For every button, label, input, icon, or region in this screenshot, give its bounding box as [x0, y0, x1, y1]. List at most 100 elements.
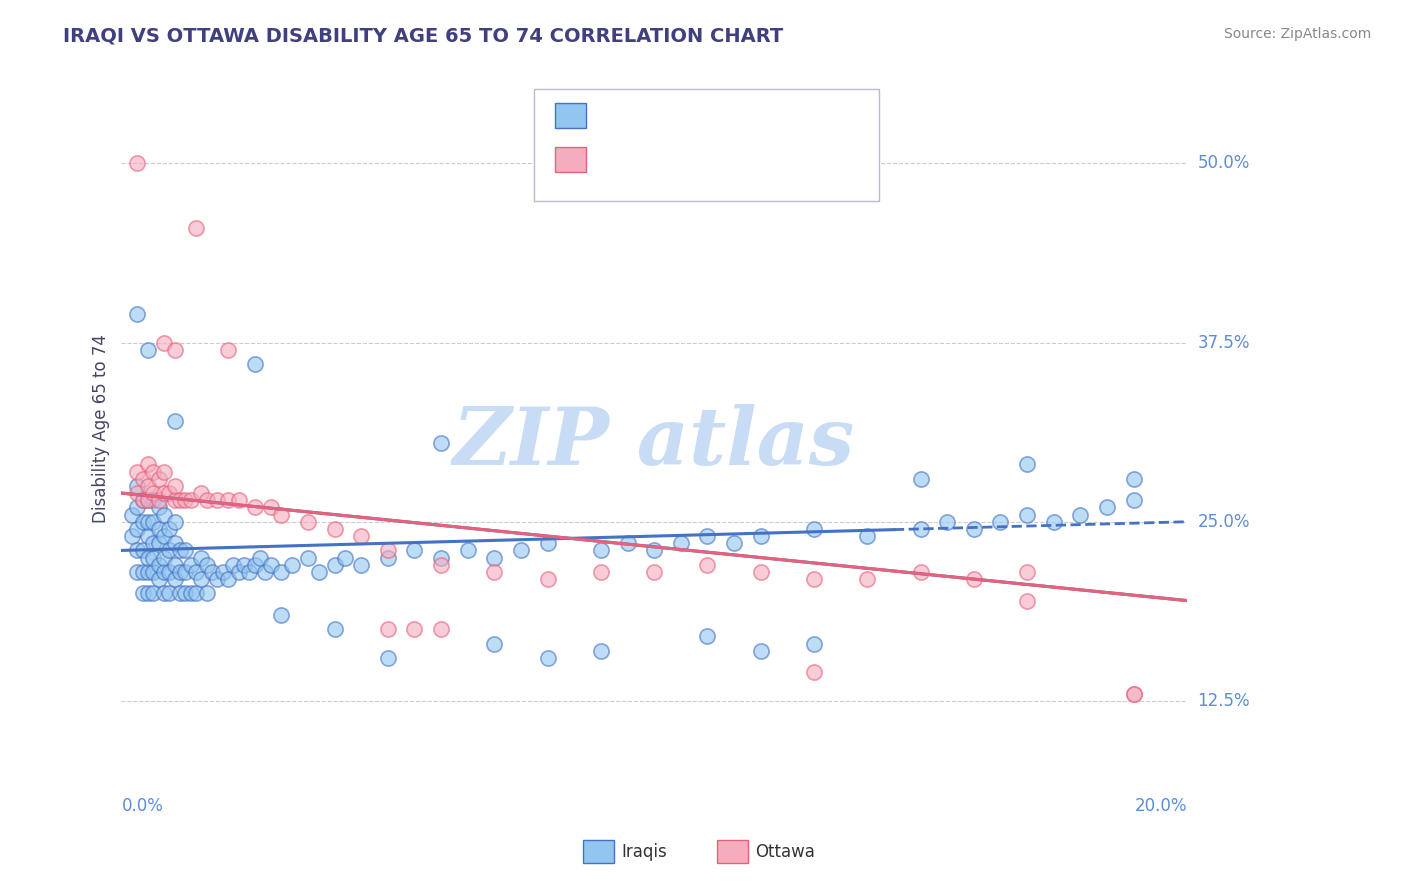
Point	[207, 493, 229, 508]
Point	[228, 493, 250, 508]
Text: 25.0%: 25.0%	[1198, 513, 1250, 531]
Point	[803, 665, 825, 680]
Point	[430, 436, 453, 450]
Point	[377, 543, 399, 558]
Point	[136, 550, 159, 565]
Point	[297, 515, 319, 529]
Point	[589, 644, 612, 658]
Point	[169, 565, 191, 579]
Point	[803, 522, 825, 536]
Point	[323, 522, 346, 536]
Point	[222, 558, 245, 572]
Point	[377, 550, 399, 565]
Point	[803, 572, 825, 586]
Point	[153, 508, 176, 522]
Point	[132, 543, 155, 558]
Point	[510, 543, 533, 558]
Text: 50.0%: 50.0%	[1198, 154, 1250, 172]
Point	[127, 465, 149, 479]
Point	[350, 529, 373, 543]
Point	[696, 629, 718, 643]
Point	[190, 572, 212, 586]
Point	[142, 465, 165, 479]
Point	[270, 565, 292, 579]
Text: R = -0.247   N =  45: R = -0.247 N = 45	[598, 151, 766, 169]
Point	[536, 651, 558, 665]
Point	[249, 550, 271, 565]
Point	[1042, 515, 1064, 529]
Point	[270, 607, 292, 622]
Point	[169, 586, 191, 600]
Point	[180, 493, 202, 508]
Point	[174, 493, 197, 508]
Point	[457, 543, 479, 558]
Point	[1122, 687, 1144, 701]
Point	[1095, 500, 1118, 515]
Point	[201, 565, 224, 579]
Point	[142, 486, 165, 500]
Point	[132, 493, 155, 508]
Point	[589, 543, 612, 558]
Point	[174, 586, 197, 600]
Point	[207, 572, 229, 586]
Point	[136, 493, 159, 508]
Point	[132, 472, 155, 486]
Point	[195, 558, 218, 572]
Point	[259, 500, 281, 515]
Point	[163, 536, 186, 550]
Point	[723, 536, 745, 550]
Point	[127, 500, 149, 515]
Point	[856, 572, 879, 586]
Point	[910, 565, 932, 579]
Point	[484, 550, 506, 565]
Point	[696, 558, 718, 572]
Point	[228, 565, 250, 579]
Point	[157, 586, 180, 600]
Point	[1069, 508, 1091, 522]
Point	[254, 565, 277, 579]
Point	[136, 458, 159, 472]
Point	[180, 586, 202, 600]
Point	[536, 572, 558, 586]
Point	[153, 465, 176, 479]
Point	[856, 529, 879, 543]
Point	[127, 565, 149, 579]
Point	[127, 486, 149, 500]
Point	[963, 522, 986, 536]
Point	[142, 550, 165, 565]
Point	[803, 637, 825, 651]
Point	[148, 572, 170, 586]
Point	[157, 565, 180, 579]
Point	[184, 565, 207, 579]
Point	[163, 572, 186, 586]
Point	[323, 622, 346, 636]
Point	[163, 558, 186, 572]
Point	[404, 543, 426, 558]
Point	[233, 558, 256, 572]
Point	[1122, 472, 1144, 486]
Point	[259, 558, 281, 572]
Point	[195, 493, 218, 508]
Point	[377, 651, 399, 665]
Point	[1015, 565, 1038, 579]
Point	[430, 622, 453, 636]
Point	[190, 486, 212, 500]
Text: Ottawa: Ottawa	[755, 843, 815, 861]
Point	[270, 508, 292, 522]
Point	[157, 543, 180, 558]
Point	[643, 543, 665, 558]
Point	[127, 307, 149, 321]
Point	[350, 558, 373, 572]
Point	[127, 479, 149, 493]
Point	[132, 586, 155, 600]
Point	[132, 565, 155, 579]
Point	[127, 522, 149, 536]
Point	[217, 572, 239, 586]
Point	[211, 565, 233, 579]
Point	[153, 550, 176, 565]
Point	[127, 543, 149, 558]
Point	[669, 536, 692, 550]
Point	[910, 472, 932, 486]
Point	[243, 558, 266, 572]
Text: 37.5%: 37.5%	[1198, 334, 1250, 351]
